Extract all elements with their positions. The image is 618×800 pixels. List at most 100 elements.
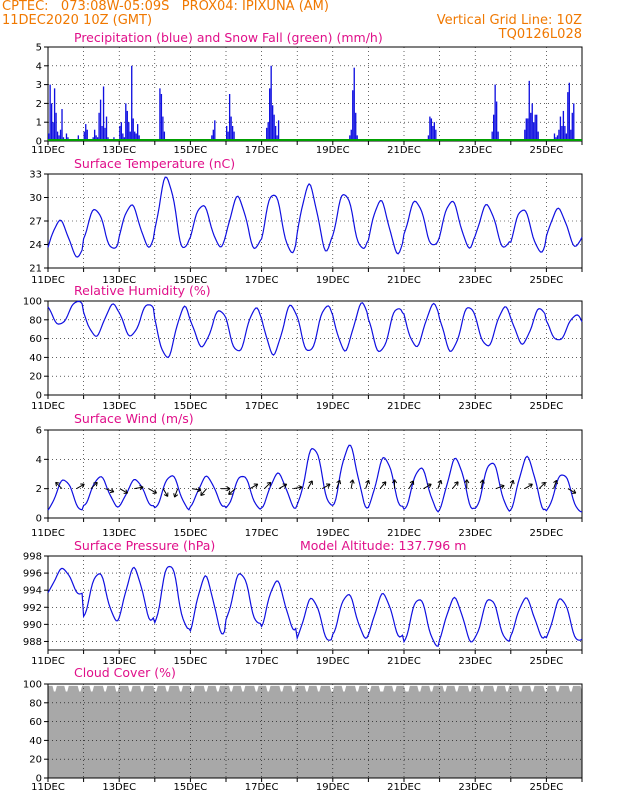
x-tick-label: 13DEC <box>102 145 136 156</box>
precip-bar <box>559 116 562 141</box>
wind-arrow-head <box>226 486 231 492</box>
precip-bar <box>227 131 229 141</box>
precip-bar <box>55 112 57 141</box>
y-tick-label: 4 <box>36 455 42 466</box>
panel-title: Cloud Cover (%) <box>74 665 176 680</box>
wind-arrow <box>200 488 207 496</box>
wind-arrow <box>350 479 354 489</box>
precip-bar <box>163 131 166 141</box>
panel-2 <box>44 300 583 399</box>
precip-bar <box>230 116 232 141</box>
x-tick-label: 23DEC <box>458 782 492 793</box>
y-tick-label: 30 <box>29 193 42 204</box>
precip-bar <box>534 114 536 141</box>
x-tick-label: 25DEC <box>530 145 564 156</box>
precip-bar <box>353 67 355 141</box>
precip-bar <box>276 135 278 141</box>
panel-title: Surface Wind (m/s) <box>74 411 194 426</box>
y-tick-label: 80 <box>29 315 42 326</box>
wind-arrow-head <box>109 488 115 494</box>
wind-arrow <box>423 483 432 490</box>
y-tick-label: 40 <box>29 736 42 747</box>
x-tick-label: 25DEC <box>530 782 564 793</box>
wind-arrow <box>90 481 98 490</box>
precip-bar <box>274 125 277 141</box>
y-tick-label: 20 <box>29 755 42 766</box>
precip-bar <box>48 133 50 141</box>
y-tick-label: 6 <box>36 426 42 437</box>
wind-arrow-head <box>365 479 371 485</box>
y-tick-label: 100 <box>23 297 42 308</box>
precip-bar <box>570 129 572 141</box>
x-tick-label: 17DEC <box>245 145 279 156</box>
precip-bar <box>162 116 164 141</box>
wind-arrow <box>162 488 169 497</box>
wind-arrow <box>55 481 63 490</box>
wind-arrow <box>119 488 128 494</box>
wind-arrow <box>174 488 179 498</box>
y-tick-label: 4 <box>36 61 42 72</box>
wind-arrow-head <box>509 479 515 485</box>
x-tick-label: 17DEC <box>245 656 279 667</box>
precip-bar <box>128 122 130 141</box>
wind-arrow-head <box>139 485 144 491</box>
wind-arrow-head <box>479 479 485 484</box>
x-tick-label: 11DEC <box>31 528 65 539</box>
precip-bar <box>50 103 53 141</box>
y-tick-label: 0 <box>36 137 42 148</box>
x-tick-label: 11DEC <box>31 145 65 156</box>
panel-frame <box>47 555 583 651</box>
wind-arrow-head <box>55 481 60 487</box>
precip-bar <box>137 124 139 141</box>
precip-bar <box>568 82 570 141</box>
x-tick-label: 21DEC <box>387 401 421 412</box>
y-tick-label: 100 <box>23 680 42 691</box>
wind-arrow <box>134 486 144 490</box>
precip-bar <box>561 125 563 141</box>
precip-bar <box>77 135 80 141</box>
wind-arrow <box>365 480 370 489</box>
wind-arrow <box>451 481 459 489</box>
wind-arrow <box>437 480 442 489</box>
wind-arrow-head <box>500 484 505 490</box>
series-line <box>47 565 583 647</box>
panel-title: Surface Temperature (nC) <box>74 156 235 171</box>
wind-arrow-head <box>437 479 443 485</box>
precip-bar <box>134 131 136 141</box>
wind-arrow <box>307 480 313 489</box>
y-tick-label: 3 <box>36 80 42 91</box>
precip-bar <box>214 120 216 141</box>
wind-arrow <box>480 479 484 489</box>
precip-bar <box>233 131 235 141</box>
x-tick-label: 15DEC <box>174 275 208 286</box>
wind-arrow-head <box>200 491 205 497</box>
x-tick-label: 19DEC <box>316 145 350 156</box>
wind-arrow <box>553 480 558 489</box>
precip-bar <box>52 122 54 141</box>
precip-bar <box>122 133 124 141</box>
precip-bar <box>86 129 88 141</box>
wind-arrow-head <box>163 492 169 497</box>
y-tick-label: 21 <box>29 264 42 275</box>
x-tick-label: 25DEC <box>530 656 564 667</box>
series-line <box>47 176 583 258</box>
precip-bar <box>98 112 100 141</box>
precip-bar <box>530 112 532 141</box>
precip-bar <box>53 88 56 141</box>
x-tick-label: 15DEC <box>174 656 208 667</box>
wind-arrow-head <box>197 487 202 493</box>
wind-arrow-head <box>152 489 157 494</box>
wind-arrow-head <box>326 483 331 488</box>
precip-bar <box>61 109 63 141</box>
wind-arrow-head <box>253 483 259 488</box>
y-tick-label: 60 <box>29 717 42 728</box>
wind-arrow <box>321 483 331 490</box>
precip-bar <box>101 125 103 141</box>
x-tick-label: 21DEC <box>387 275 421 286</box>
precip-bar <box>93 129 96 141</box>
wind-arrow <box>567 488 577 494</box>
y-tick-label: 80 <box>29 698 42 709</box>
precip-bar <box>537 131 539 141</box>
x-tick-label: 23DEC <box>458 656 492 667</box>
precip-bar <box>56 131 59 141</box>
